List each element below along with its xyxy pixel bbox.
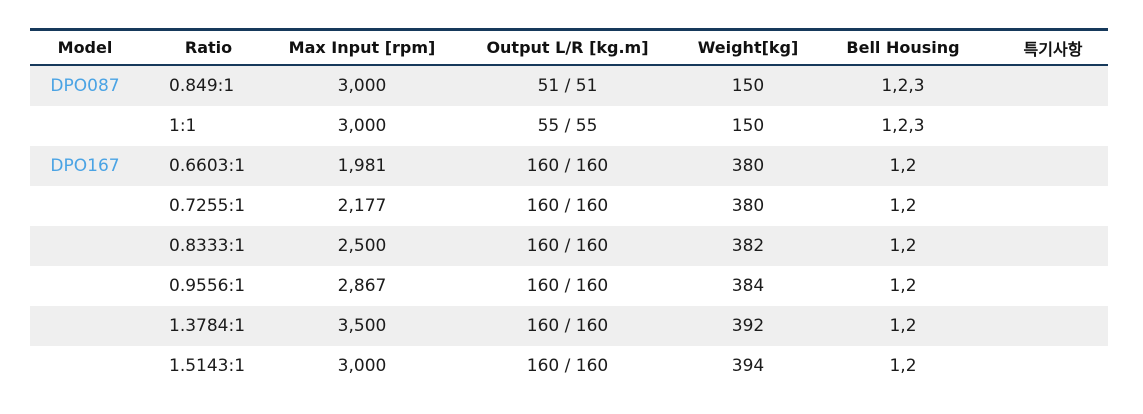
ratio-cell: 1:1 [169,116,197,136]
ratio-cell: 0.6603:1 [169,156,246,176]
max-input-cell: 3,500 [337,316,387,336]
model-cell [30,226,140,266]
bell-housing-cell: 1,2,3 [881,116,925,136]
ratio-cell: 0.7255:1 [169,196,246,216]
weight-cell: 380 [731,156,765,176]
notes-cell [998,346,1108,386]
notes-cell [998,146,1108,186]
output-cell: 51 / 51 [537,76,598,96]
table-row: 1.3784:1 3,500 160 / 160 392 1,2 [30,306,1108,346]
max-input-cell: 1,981 [337,156,387,176]
output-cell: 55 / 55 [537,116,598,136]
bell-housing-cell: 1,2 [889,236,917,256]
table-row: DPO087 0.849:1 3,000 51 / 51 150 1,2,3 [30,65,1108,106]
bell-housing-cell: 1,2 [889,276,917,296]
model-cell [30,186,140,226]
ratio-cell: 0.9556:1 [169,276,246,296]
model-cell [30,266,140,306]
output-cell: 160 / 160 [526,196,609,216]
weight-cell: 380 [731,196,765,216]
table-row: 1.5143:1 3,000 160 / 160 394 1,2 [30,346,1108,386]
max-input-cell: 3,000 [337,356,387,376]
col-header-model: Model [30,29,140,66]
weight-cell: 150 [731,76,765,96]
table-row: DPO167 0.6603:1 1,981 160 / 160 380 1,2 [30,146,1108,186]
model-cell: DPO167 [30,146,140,186]
output-cell: 160 / 160 [526,356,609,376]
bell-housing-cell: 1,2 [889,316,917,336]
max-input-cell: 2,177 [337,196,387,216]
model-cell [30,346,140,386]
table-row: 0.9556:1 2,867 160 / 160 384 1,2 [30,266,1108,306]
col-header-weight: Weight[kg] [688,29,808,66]
output-cell: 160 / 160 [526,156,609,176]
bell-housing-cell: 1,2 [889,196,917,216]
notes-cell [998,186,1108,226]
col-header-ratio: Ratio [140,29,277,66]
max-input-cell: 2,500 [337,236,387,256]
output-cell: 160 / 160 [526,276,609,296]
notes-cell [998,106,1108,146]
notes-cell [998,306,1108,346]
bell-housing-cell: 1,2 [889,156,917,176]
col-header-bell-housing: Bell Housing [808,29,998,66]
weight-cell: 150 [731,116,765,136]
model-link[interactable]: DPO087 [50,76,120,96]
notes-cell [998,226,1108,266]
bell-housing-cell: 1,2,3 [881,76,925,96]
model-cell [30,306,140,346]
weight-cell: 392 [731,316,765,336]
table-row: 1:1 3,000 55 / 55 150 1,2,3 [30,106,1108,146]
table-row: 0.7255:1 2,177 160 / 160 380 1,2 [30,186,1108,226]
model-link[interactable]: DPO167 [50,156,120,176]
output-cell: 160 / 160 [526,236,609,256]
ratio-cell: 0.8333:1 [169,236,246,256]
max-input-cell: 2,867 [337,276,387,296]
col-header-output: Output L/R [kg.m] [447,29,688,66]
model-cell [30,106,140,146]
weight-cell: 384 [731,276,765,296]
model-cell: DPO087 [30,65,140,106]
notes-cell [998,266,1108,306]
weight-cell: 394 [731,356,765,376]
max-input-cell: 3,000 [337,116,387,136]
ratio-cell: 1.3784:1 [169,316,246,336]
weight-cell: 382 [731,236,765,256]
ratio-cell: 0.849:1 [169,76,235,96]
output-cell: 160 / 160 [526,316,609,336]
col-header-notes: 특기사항 [998,29,1108,66]
notes-cell [998,65,1108,106]
gearbox-spec-table: Model Ratio Max Input [rpm] Output L/R [… [30,28,1108,386]
max-input-cell: 3,000 [337,76,387,96]
bell-housing-cell: 1,2 [889,356,917,376]
col-header-max-input: Max Input [rpm] [277,29,447,66]
table-row: 0.8333:1 2,500 160 / 160 382 1,2 [30,226,1108,266]
header-row: Model Ratio Max Input [rpm] Output L/R [… [30,29,1108,66]
ratio-cell: 1.5143:1 [169,356,246,376]
